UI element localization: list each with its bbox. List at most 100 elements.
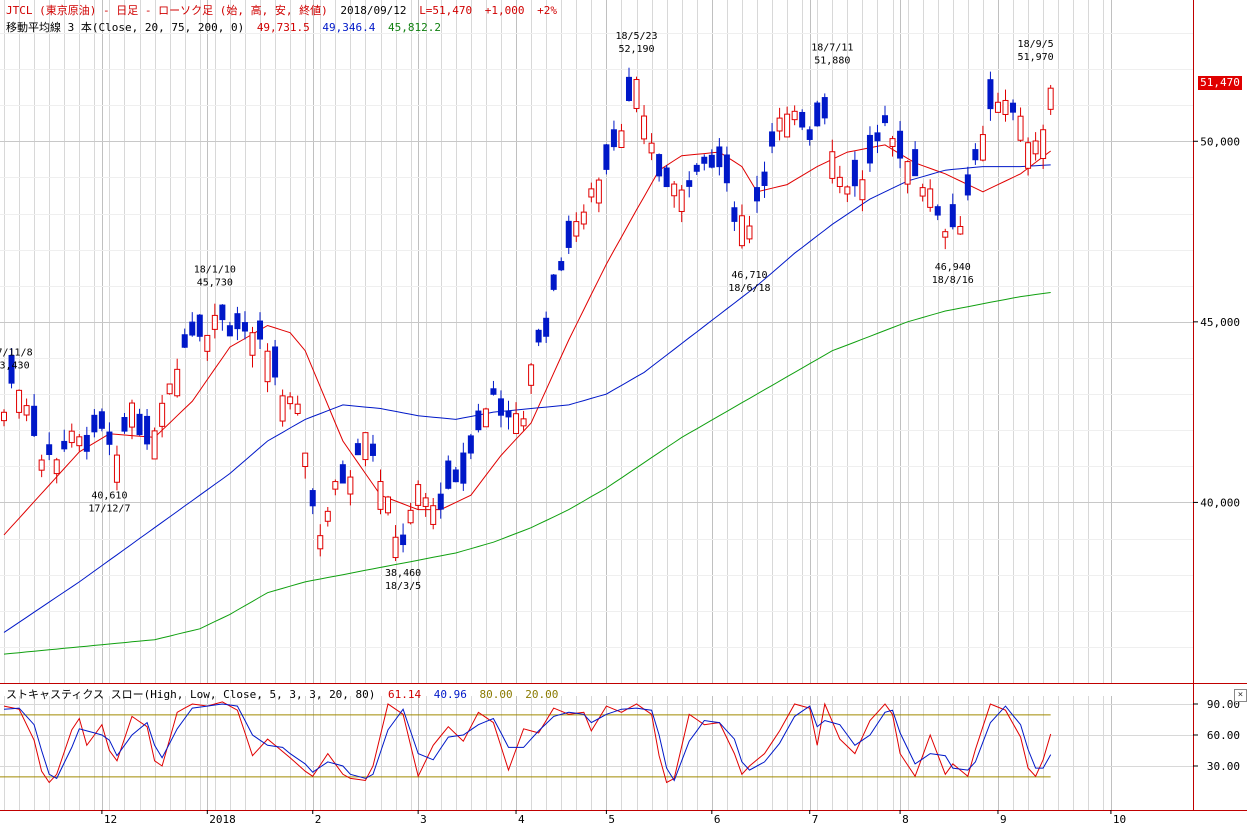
extreme-label: 17/12/7 bbox=[88, 503, 130, 514]
candle-body bbox=[641, 115, 648, 140]
candle-body bbox=[701, 156, 708, 164]
candle-body bbox=[919, 187, 926, 197]
candle-body bbox=[776, 117, 783, 132]
x-tick-label: 2018 bbox=[209, 813, 236, 825]
panel-close-icon[interactable]: × bbox=[1234, 689, 1247, 702]
candle-body bbox=[189, 321, 196, 336]
candle-body bbox=[467, 435, 474, 454]
x-tick-label: 9 bbox=[1000, 813, 1007, 825]
extreme-label: 52,190 bbox=[618, 44, 654, 55]
candle-body bbox=[272, 346, 279, 378]
candle-body bbox=[520, 418, 527, 427]
candle-body bbox=[625, 76, 632, 102]
stochastic-layer bbox=[0, 701, 1052, 784]
candle-body bbox=[505, 410, 512, 418]
candle-body bbox=[1010, 102, 1017, 113]
candle-body bbox=[656, 154, 663, 177]
candle-body bbox=[851, 159, 858, 187]
candle-body bbox=[211, 314, 218, 330]
candle-body bbox=[460, 452, 467, 484]
candle-body bbox=[678, 189, 685, 212]
extreme-label: 40,610 bbox=[91, 490, 127, 501]
candle-body bbox=[38, 459, 45, 471]
candle-body bbox=[927, 188, 934, 208]
chart-title: JTCL (東京原油) - 日足 - ローソク足 (始, 高, 安, 終値) bbox=[6, 4, 328, 17]
candle-body bbox=[648, 142, 655, 154]
stoch-line-d bbox=[3, 703, 1052, 782]
candle-body bbox=[53, 459, 60, 475]
candle-body bbox=[76, 436, 83, 447]
candle-body bbox=[686, 180, 693, 187]
candle-body bbox=[949, 204, 956, 228]
candle-body bbox=[972, 149, 979, 161]
candle-body bbox=[573, 221, 580, 237]
chart-header: JTCL (東京原油) - 日足 - ローソク足 (始, 高, 安, 終値) 2… bbox=[6, 4, 563, 17]
candle-body bbox=[400, 534, 407, 546]
stoch-lower-value: 20.00 bbox=[525, 688, 559, 701]
candle-body bbox=[332, 481, 339, 490]
candle-body bbox=[618, 130, 625, 148]
candle-body bbox=[580, 211, 587, 225]
candle-body bbox=[309, 490, 316, 507]
candle-body bbox=[1047, 87, 1054, 110]
x-tick-label: 12 bbox=[104, 813, 117, 825]
stoch-k-value: 61.14 bbox=[388, 688, 422, 701]
candle-body bbox=[693, 164, 700, 172]
candle-body bbox=[844, 186, 851, 195]
candle-body bbox=[994, 101, 1001, 113]
ma-legend: 移動平均線 3 本(Close, 20, 75, 200, 0) 49,731.… bbox=[6, 21, 447, 34]
candle-body bbox=[354, 443, 361, 456]
extreme-label: 45,730 bbox=[197, 277, 233, 288]
candle-body bbox=[904, 161, 911, 185]
extreme-label: 18/9/5 bbox=[1018, 39, 1054, 50]
x-tick-label: 7 bbox=[812, 813, 819, 825]
candle-body bbox=[671, 183, 678, 197]
candle-body bbox=[1040, 129, 1047, 160]
candle-body bbox=[754, 187, 760, 202]
candle-body bbox=[979, 134, 986, 161]
last-price-tag: 51,470 bbox=[1198, 76, 1242, 90]
ma-line-ma75 bbox=[3, 164, 1051, 633]
extreme-label: 17/11/8 bbox=[0, 348, 33, 359]
header-pct: +2% bbox=[537, 4, 558, 17]
extreme-label: 38,460 bbox=[385, 568, 421, 579]
candle-body bbox=[121, 417, 128, 432]
candle-layer bbox=[1, 67, 1054, 562]
candle-body bbox=[257, 320, 264, 340]
candle-body bbox=[987, 79, 994, 110]
candle-body bbox=[234, 313, 241, 330]
candle-body bbox=[806, 129, 813, 140]
extreme-label: 51,880 bbox=[814, 55, 850, 66]
candle-body bbox=[166, 383, 173, 395]
candle-body bbox=[957, 225, 964, 235]
candle-body bbox=[61, 440, 68, 450]
candle-body bbox=[241, 322, 248, 332]
candle-body bbox=[663, 167, 670, 188]
candle-body bbox=[98, 411, 105, 429]
candle-body bbox=[528, 364, 535, 386]
y-tick-label: 30.00 bbox=[1207, 760, 1240, 773]
candle-body bbox=[226, 325, 233, 337]
y-tick-label: 45,000 bbox=[1200, 316, 1240, 329]
header-last: L=51,470 bbox=[419, 4, 473, 17]
candle-body bbox=[324, 510, 331, 522]
ma200-value: 45,812.2 bbox=[388, 21, 442, 34]
candle-body bbox=[174, 368, 181, 397]
x-tick-label: 8 bbox=[902, 813, 909, 825]
candle-body bbox=[769, 131, 776, 147]
y-tick-label: 40,000 bbox=[1200, 496, 1240, 509]
extreme-label-layer: 17/11/8 43,430 40,610 17/12/7 18/1/10 45,730 3… bbox=[0, 31, 1054, 592]
candle-body bbox=[889, 138, 896, 147]
x-tick-label: 3 bbox=[420, 813, 427, 825]
candle-body bbox=[249, 332, 256, 356]
extreme-label: 18/5/23 bbox=[615, 31, 657, 42]
y-tick-label: 50,000 bbox=[1200, 135, 1240, 148]
extreme-label: 18/8/16 bbox=[932, 275, 974, 286]
stoch-upper-value: 80.00 bbox=[479, 688, 513, 701]
candle-body bbox=[543, 317, 550, 337]
candle-body bbox=[535, 329, 542, 343]
x-tick-label: 5 bbox=[608, 813, 615, 825]
candle-body bbox=[1, 411, 7, 422]
candle-body bbox=[369, 443, 376, 456]
